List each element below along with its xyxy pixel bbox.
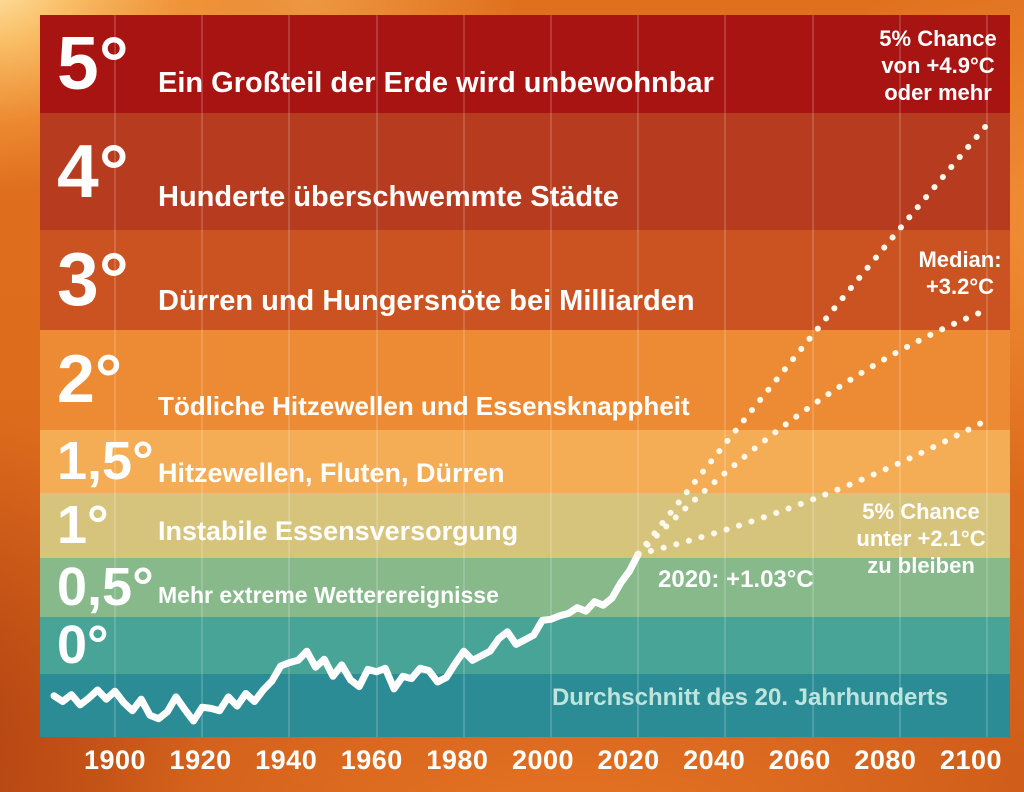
temperature-level-label: 0°: [57, 615, 109, 676]
band-2: 2° Tödliche Hitzewellen und Essensknapphe…: [40, 330, 1010, 430]
band-3: 3° Dürren und Hungersnöte bei Milliarden: [40, 230, 1010, 330]
gridline-2060: [811, 15, 814, 737]
impact-description: [158, 617, 1010, 674]
gridline-1940: [288, 15, 291, 737]
impact-description: Tödliche Hitzewellen und Essensknappheit: [158, 391, 690, 421]
axis-label-2000: 2000: [511, 745, 575, 775]
axis-label-2080: 2080: [854, 745, 917, 775]
temperature-level-label: [40, 674, 158, 737]
annotation-lower-projection: 5% Chance unter +2.1°C zu bleiben: [856, 498, 985, 579]
temperature-level-label: 2°: [57, 341, 123, 418]
axis-label-2100: 2100: [939, 745, 1003, 775]
annotation-median-projection: Median: +3.2°C: [918, 246, 1001, 300]
gridline-2040: [724, 15, 727, 737]
band-0: 0°: [40, 617, 1010, 674]
temperature-level-label: 3°: [57, 237, 129, 322]
axis-label-2020: 2020: [597, 745, 660, 775]
axis-label-1940: 1940: [255, 745, 318, 775]
impact-description: Instabile Essensversorgung: [158, 516, 519, 546]
impact-description: Hitzewellen, Fluten, Dürren: [158, 458, 505, 488]
temperature-level-label: 0,5°: [57, 557, 154, 618]
gridline-1960: [375, 15, 378, 737]
gridline-1920: [201, 15, 204, 737]
annotation-line: von +4.9°C: [881, 53, 995, 78]
annotation-2020-value: 2020: +1.03°C: [658, 566, 814, 593]
gridline-2100: [986, 15, 988, 737]
annotation-upper-projection: 5% Chance von +4.9°C oder mehr: [879, 25, 996, 106]
impact-description: Dürren und Hungersnöte bei Milliarden: [158, 285, 695, 317]
axis-label-2040: 2040: [683, 745, 746, 775]
impact-description: Ein Großteil der Erde wird unbewohnbar: [158, 67, 714, 99]
axis-label-1980: 1980: [426, 745, 489, 775]
temperature-level-label: 1°: [57, 495, 109, 556]
axis-label-1920: 1920: [169, 745, 232, 775]
annotation-line: 5% Chance: [879, 26, 997, 51]
baseline-label: Durchschnitt des 20. Jahrhunderts: [551, 684, 949, 711]
gridline-2080: [898, 15, 901, 737]
annotation-line: zu bleiben: [867, 553, 975, 578]
temperature-level-label: 5°: [57, 21, 129, 106]
temperature-level-label: 4°: [57, 128, 129, 213]
impact-description: Hunderte überschwemmte Städte: [158, 181, 619, 213]
axis-label-2060: 2060: [768, 745, 831, 775]
axis-label-1960: 1960: [340, 745, 403, 775]
temperature-level-label: 1,5°: [57, 431, 154, 492]
gridline-1980: [462, 15, 465, 737]
chart-area: 5° Ein Großteil der Erde wird unbewohnbar…: [40, 15, 1010, 737]
axis-label-1900: 1900: [83, 745, 147, 775]
annotation-line: 5% Chance: [862, 499, 980, 524]
annotation-line: Median:: [918, 247, 1002, 272]
band-4: 4° Hunderte überschwemmte Städte: [40, 113, 1010, 230]
gridline-2020: [637, 15, 640, 737]
annotation-line: unter +2.1°C: [856, 526, 986, 551]
band-1-5: 1,5° Hitzewellen, Fluten, Dürren: [40, 430, 1010, 493]
gridline-2000: [550, 15, 552, 737]
annotation-line: oder mehr: [884, 80, 992, 105]
band-5: 5° Ein Großteil der Erde wird unbewohnbar: [40, 15, 1010, 113]
gridline-1900: [114, 15, 116, 737]
annotation-line: +3.2°C: [925, 274, 995, 299]
